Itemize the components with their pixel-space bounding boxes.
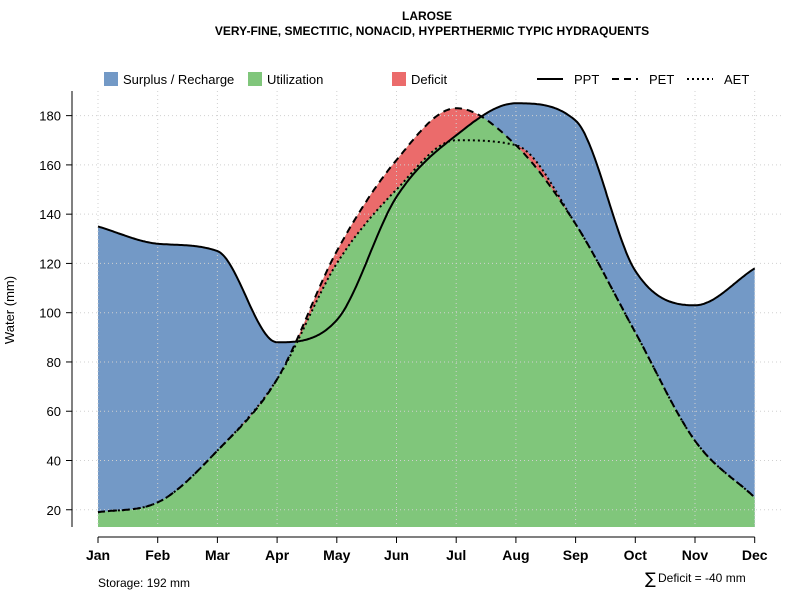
y-tick-label-20: 20 bbox=[47, 503, 61, 518]
x-tick-label-nov: Nov bbox=[682, 547, 709, 563]
x-tick-label-may: May bbox=[323, 547, 350, 563]
x-tick-label-oct: Oct bbox=[624, 547, 648, 563]
legend-swatch-surplus bbox=[104, 72, 118, 86]
chart-legend: Surplus / Recharge Utilization Deficit P… bbox=[104, 72, 749, 87]
x-tick-label-jul: Jul bbox=[446, 547, 466, 563]
chart-subtitle: VERY-FINE, SMECTITIC, NONACID, HYPERTHER… bbox=[215, 24, 649, 38]
x-tick-label-feb: Feb bbox=[145, 547, 170, 563]
plot-area: 20 40 60 80 100 120 140 160 180 Jan Feb Mar Apr May Ju… bbox=[39, 91, 782, 563]
legend-label-aet: AET bbox=[724, 72, 749, 87]
legend-label-deficit: Deficit bbox=[411, 72, 448, 87]
legend-swatch-utilization bbox=[248, 72, 262, 86]
storage-annotation: Storage: 192 mm bbox=[98, 576, 190, 590]
ppt-line bbox=[97, 102, 756, 344]
y-tick-label-160: 160 bbox=[39, 158, 61, 173]
y-axis-label: Water (mm) bbox=[2, 276, 17, 344]
x-tick-label-sep: Sep bbox=[563, 547, 589, 563]
chart-title: LAROSE bbox=[402, 9, 452, 23]
legend-label-ppt: PPT bbox=[574, 72, 599, 87]
x-tick-label-jun: Jun bbox=[384, 547, 409, 563]
x-tick-label-aug: Aug bbox=[502, 547, 529, 563]
x-tick-label-jan: Jan bbox=[86, 547, 110, 563]
legend-label-surplus: Surplus / Recharge bbox=[123, 72, 234, 87]
y-tick-label-40: 40 bbox=[47, 453, 61, 468]
utilization-area bbox=[98, 116, 755, 527]
deficit-annotation: Deficit = -40 mm bbox=[658, 571, 746, 585]
aet-line bbox=[97, 139, 756, 514]
y-tick-label-60: 60 bbox=[47, 404, 61, 419]
y-tick-label-120: 120 bbox=[39, 256, 61, 271]
x-tick-label-mar: Mar bbox=[205, 547, 230, 563]
y-tick-label-80: 80 bbox=[47, 355, 61, 370]
deficit-sum-symbol: ∑ bbox=[645, 569, 656, 588]
x-tick-label-apr: Apr bbox=[265, 547, 290, 563]
x-tick-label-dec: Dec bbox=[742, 547, 768, 563]
legend-label-pet: PET bbox=[649, 72, 674, 87]
legend-swatch-deficit bbox=[392, 72, 406, 86]
legend-label-utilization: Utilization bbox=[267, 72, 323, 87]
y-tick-label-140: 140 bbox=[39, 207, 61, 222]
y-tick-label-100: 100 bbox=[39, 306, 61, 321]
y-tick-label-180: 180 bbox=[39, 109, 61, 124]
